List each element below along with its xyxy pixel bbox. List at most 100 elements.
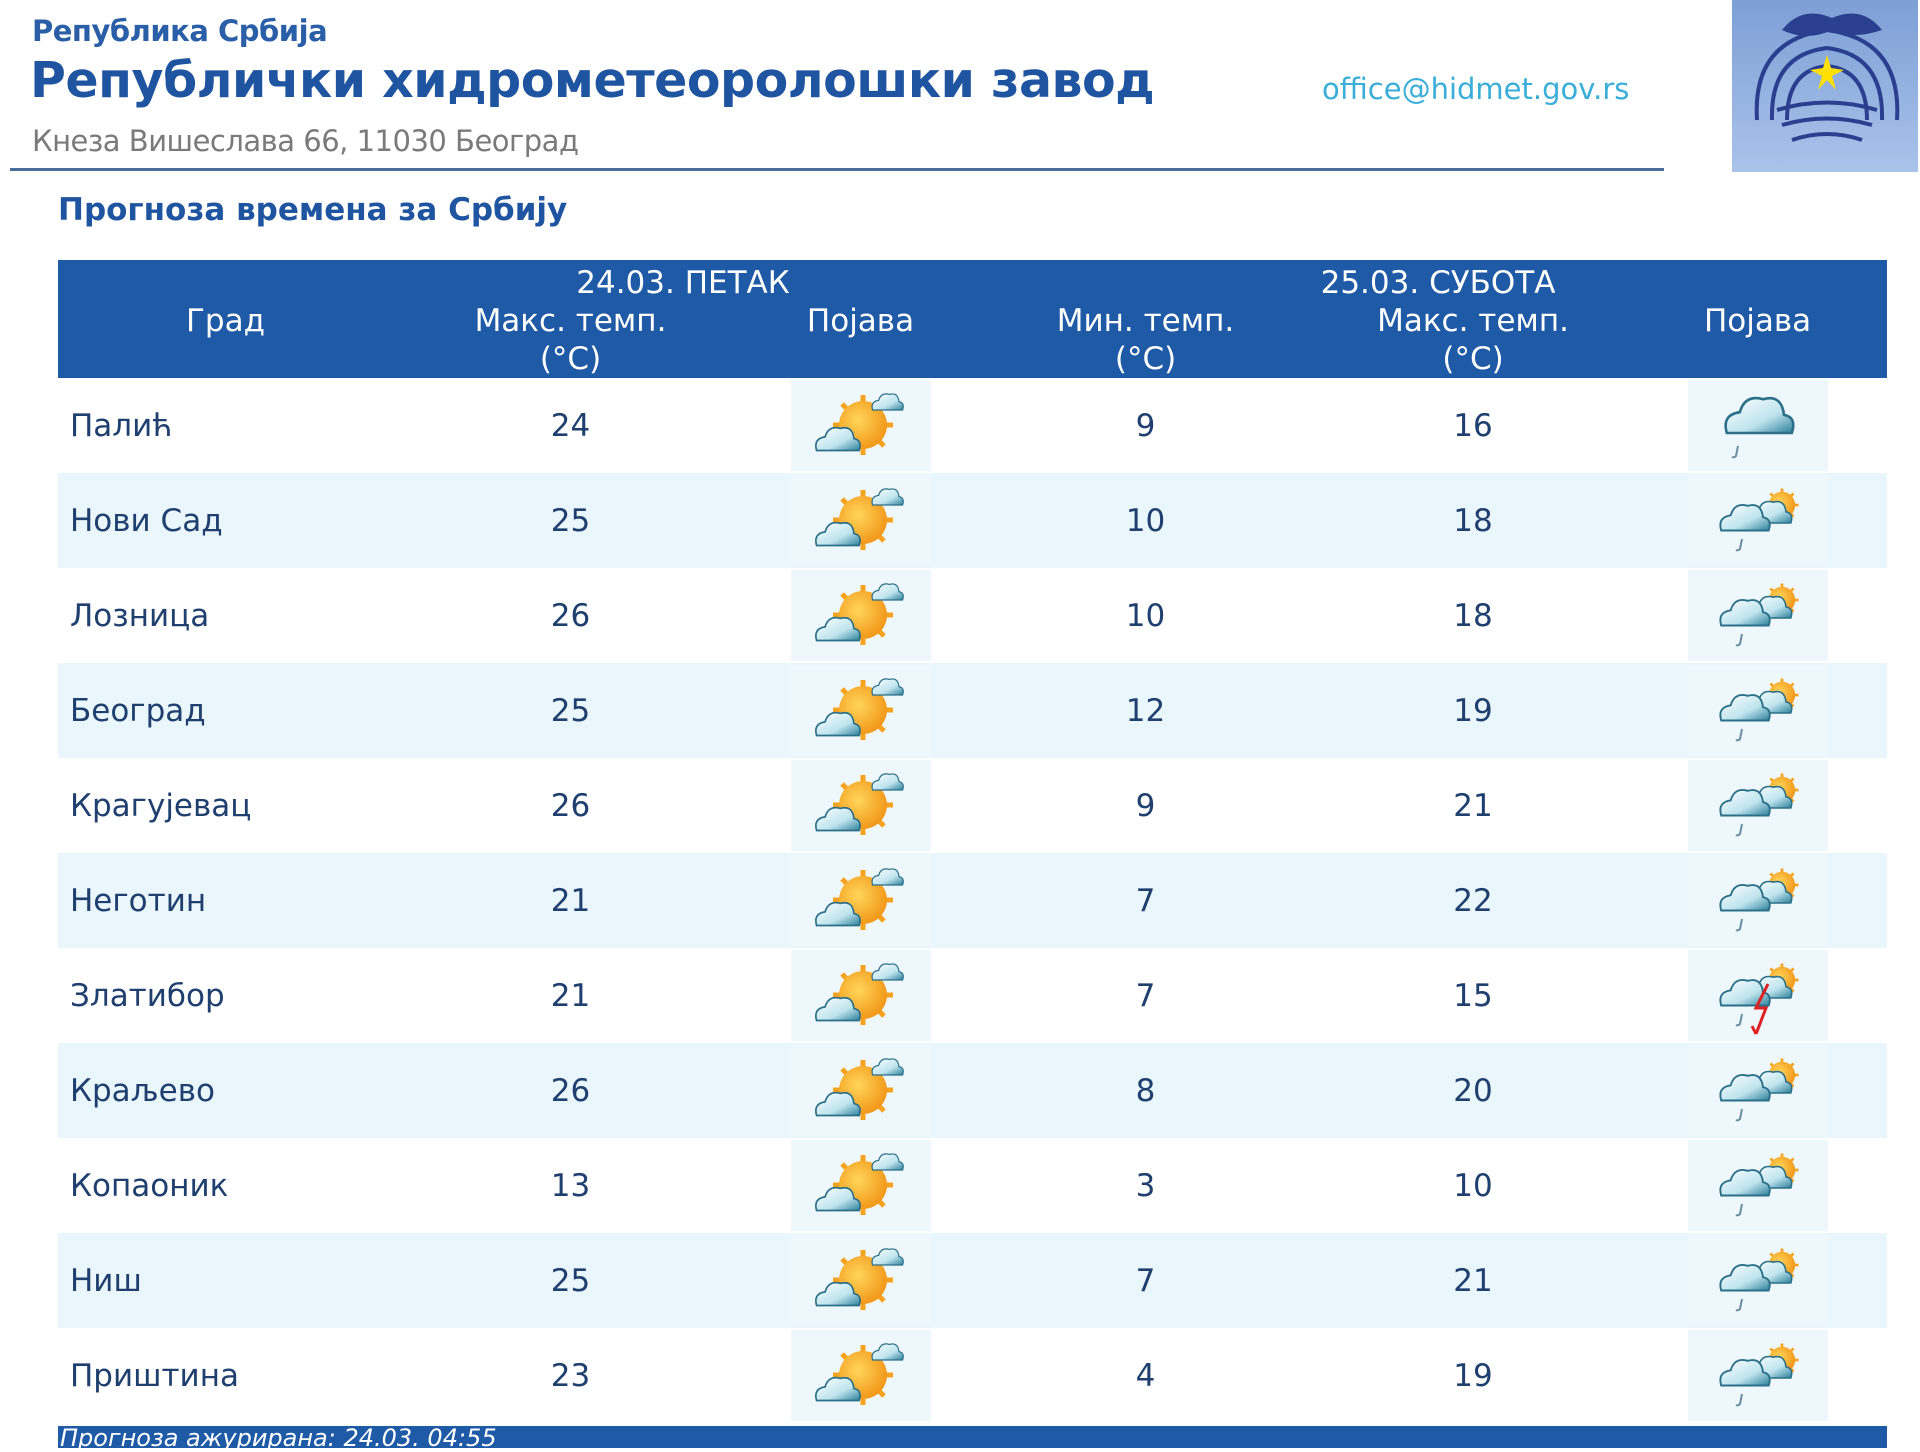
updated-text: Прогноза ажурирана: 24.03. 04:55: [60, 1424, 497, 1452]
min-temp-day2: 3: [1135, 1167, 1156, 1204]
sun-clouds-icon: [801, 1330, 921, 1420]
col-max2-label: Макс. темп.: [1377, 303, 1569, 339]
col-max1-label: Макс. темп.: [474, 303, 667, 339]
max-temp-day2: 20: [1453, 1072, 1493, 1109]
sun-clouds-icon: [801, 1140, 921, 1230]
max-temp-day2: 10: [1453, 1167, 1493, 1204]
table-row: Приштина 23 4 19: [58, 1328, 1887, 1423]
sun-clouds-icon: [801, 475, 921, 565]
min-temp-day2: 10: [1125, 502, 1166, 539]
max-temp-day2: 21: [1453, 787, 1493, 824]
sun-cloud-drizzle-icon: [1698, 475, 1818, 565]
table-row: Палић 24 9 16: [58, 378, 1887, 473]
sun-clouds-icon: [801, 1045, 921, 1135]
sun-cloud-drizzle-icon: [1698, 665, 1818, 755]
min-temp-day2: 4: [1135, 1357, 1156, 1394]
sun-cloud-drizzle-icon: [1698, 1045, 1818, 1135]
table-row: Београд 25 12 19: [58, 663, 1888, 758]
email-link[interactable]: office@hidmet.gov.rs: [1322, 72, 1630, 106]
col-max2: Макс. темп. (°C): [1318, 302, 1629, 378]
forecast-table: 24.03. ПЕТАК 25.03. СУБОТА Град Макс. те…: [58, 260, 1888, 1423]
sun-clouds-icon: [801, 1235, 921, 1325]
sun-cloud-drizzle-icon: [1698, 855, 1818, 945]
table-row: Златибор 21 7 15: [58, 948, 1887, 1043]
max-temp-day1: 13: [550, 1167, 591, 1204]
city-name: Нови Сад: [70, 502, 223, 539]
table-row: Крагујевац 26 9 21: [58, 758, 1887, 853]
min-temp-day2: 9: [1135, 787, 1156, 824]
day2-header: 25.03. СУБОТА: [1318, 260, 1629, 302]
max-temp-day1: 26: [550, 1072, 591, 1109]
max-temp-day2: 18: [1453, 597, 1493, 634]
cloud-drizzle-icon: [1698, 380, 1818, 470]
max-temp-day2: 21: [1453, 1262, 1493, 1299]
min-temp-day2: 10: [1125, 597, 1166, 634]
max-temp-day2: 16: [1453, 407, 1493, 444]
max-temp-day2: 19: [1453, 1357, 1493, 1394]
min-temp-day2: 7: [1135, 1262, 1156, 1299]
max-temp-day1: 21: [550, 882, 591, 919]
section-title: Прогноза времена за Србију: [58, 192, 568, 228]
sun-clouds-icon: [801, 665, 921, 755]
address: Кнеза Вишеслава 66, 11030 Београд: [32, 124, 579, 158]
col-min2-label: Мин. темп.: [1056, 303, 1235, 339]
max-temp-day1: 21: [550, 977, 591, 1014]
day2-label: 25.03. СУБОТА: [1320, 265, 1556, 301]
sun-clouds-icon: [801, 570, 921, 660]
min-temp-day2: 9: [1135, 407, 1156, 444]
city-name: Крагујевац: [70, 787, 252, 824]
max-temp-day2: 22: [1453, 882, 1493, 919]
sun-cloud-drizzle-icon: [1698, 760, 1818, 850]
sun-cloud-drizzle-icon: [1698, 1235, 1818, 1325]
city-name: Приштина: [70, 1357, 239, 1394]
table-row: Ниш 25 7 21: [58, 1233, 1888, 1328]
city-name: Копаоник: [70, 1167, 229, 1204]
sun-clouds-icon: [801, 760, 921, 850]
max-temp-day1: 23: [550, 1357, 591, 1394]
min-temp-day2: 7: [1135, 977, 1156, 1014]
col-icon2: Појава: [1628, 302, 1888, 378]
table-row: Краљево 26 8 20: [58, 1043, 1888, 1138]
table-row: Лозница 26 10 18: [58, 568, 1887, 663]
max-temp-day2: 19: [1453, 692, 1493, 729]
max-temp-day1: 26: [550, 787, 591, 824]
city-name: Лозница: [70, 597, 210, 634]
sun-cloud-drizzle-icon: [1698, 1140, 1818, 1230]
min-temp-day2: 8: [1135, 1072, 1156, 1109]
city-name: Краљево: [70, 1072, 215, 1109]
min-temp-day2: 7: [1135, 882, 1156, 919]
max-temp-day1: 26: [550, 597, 591, 634]
col-city: Град: [58, 302, 393, 378]
sun-clouds-icon: [801, 380, 921, 470]
sun-cloud-thunder-icon: [1698, 950, 1818, 1040]
rhmz-logo: [1732, 0, 1918, 172]
table-row: Неготин 21 7 22: [58, 853, 1888, 948]
sun-clouds-icon: [801, 950, 921, 1040]
city-name: Палић: [70, 407, 173, 444]
sun-cloud-drizzle-icon: [1698, 570, 1818, 660]
max-temp-day1: 24: [550, 407, 591, 444]
institute-title: Републички хидрометеоролошки завод: [30, 52, 1155, 109]
max-temp-day1: 25: [550, 692, 591, 729]
city-name: Неготин: [70, 882, 207, 919]
min-temp-day2: 12: [1125, 692, 1166, 729]
col-icon1: Појава: [748, 302, 974, 378]
max-temp-day1: 25: [550, 1262, 591, 1299]
col-unit: (°C): [539, 341, 602, 377]
max-temp-day2: 18: [1453, 502, 1493, 539]
sun-clouds-icon: [801, 855, 921, 945]
max-temp-day1: 25: [550, 502, 591, 539]
table-row: Нови Сад 25 10 18: [58, 473, 1888, 568]
header-divider: [10, 168, 1664, 171]
max-temp-day2: 15: [1453, 977, 1493, 1014]
day1-header: 24.03. ПЕТАК: [393, 260, 974, 302]
table-row: Копаоник 13 3 10: [58, 1138, 1887, 1233]
city-name: Ниш: [70, 1262, 142, 1299]
sun-cloud-drizzle-icon: [1698, 1330, 1818, 1420]
update-footer: Прогноза ажурирана: 24.03. 04:55: [58, 1426, 1887, 1450]
col-unit: (°C): [1442, 341, 1504, 377]
col-unit: (°C): [1114, 341, 1177, 377]
city-name: Београд: [70, 692, 206, 729]
city-name: Златибор: [70, 977, 225, 1014]
col-min2: Мин. темп. (°C): [973, 302, 1319, 378]
